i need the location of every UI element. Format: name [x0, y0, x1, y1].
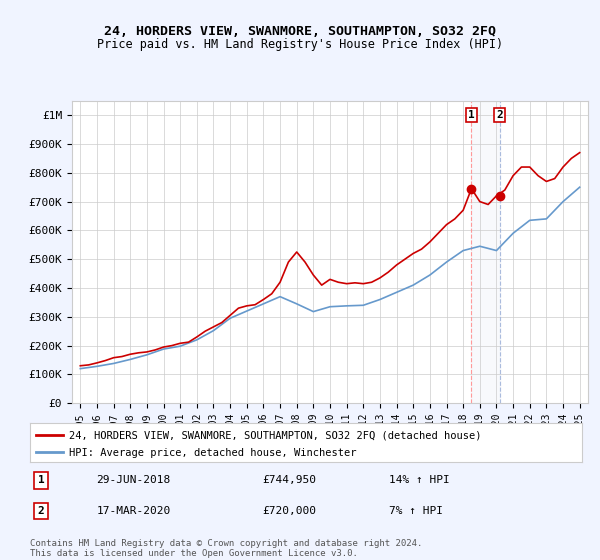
Text: 1: 1 [38, 475, 44, 485]
Text: 29-JUN-2018: 29-JUN-2018 [96, 475, 170, 485]
Text: 1: 1 [468, 110, 475, 120]
Text: £744,950: £744,950 [262, 475, 316, 485]
Text: 2: 2 [38, 506, 44, 516]
Text: 24, HORDERS VIEW, SWANMORE, SOUTHAMPTON, SO32 2FQ: 24, HORDERS VIEW, SWANMORE, SOUTHAMPTON,… [104, 25, 496, 38]
Text: £720,000: £720,000 [262, 506, 316, 516]
Text: 17-MAR-2020: 17-MAR-2020 [96, 506, 170, 516]
Text: 7% ↑ HPI: 7% ↑ HPI [389, 506, 443, 516]
Text: Price paid vs. HM Land Registry's House Price Index (HPI): Price paid vs. HM Land Registry's House … [97, 38, 503, 51]
Bar [472, 101, 500, 403]
Text: 2: 2 [496, 110, 503, 120]
Text: Contains HM Land Registry data © Crown copyright and database right 2024.
This d: Contains HM Land Registry data © Crown c… [30, 539, 422, 558]
Text: HPI: Average price, detached house, Winchester: HPI: Average price, detached house, Winc… [68, 448, 356, 458]
Text: 24, HORDERS VIEW, SWANMORE, SOUTHAMPTON, SO32 2FQ (detached house): 24, HORDERS VIEW, SWANMORE, SOUTHAMPTON,… [68, 430, 481, 440]
Text: 14% ↑ HPI: 14% ↑ HPI [389, 475, 449, 485]
